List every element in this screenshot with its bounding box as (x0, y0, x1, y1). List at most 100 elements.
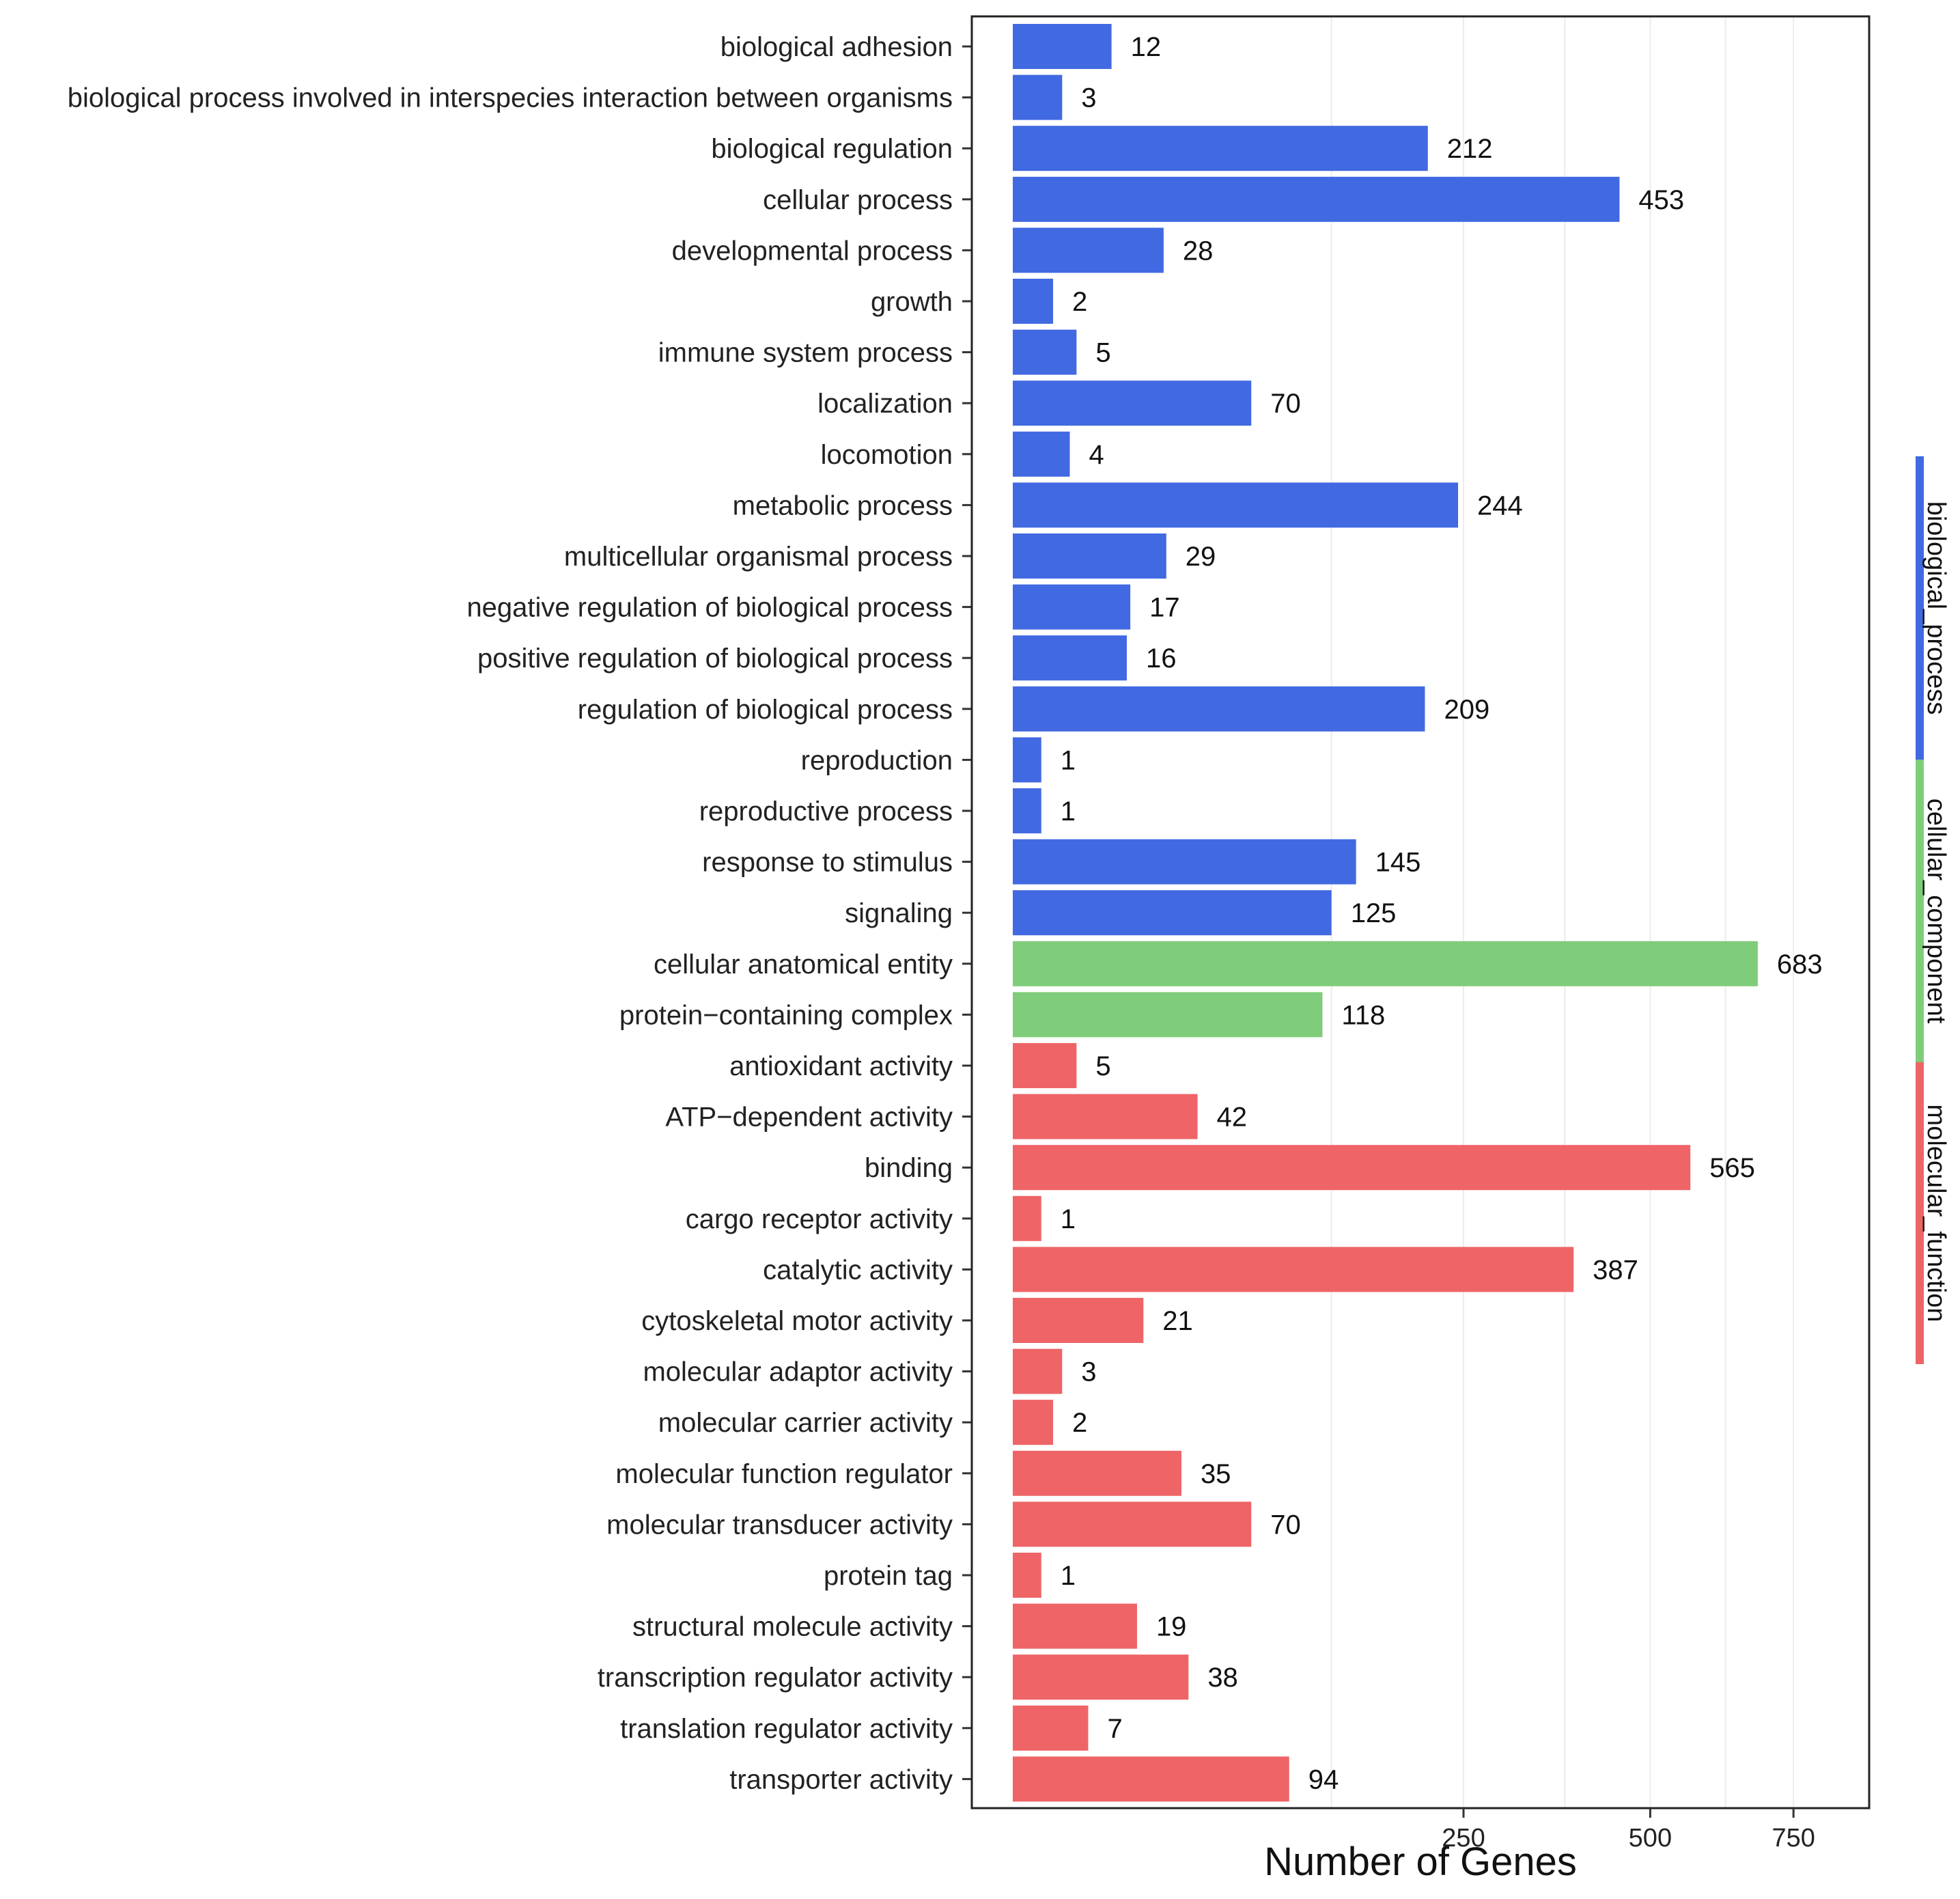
category-label: antioxidant activity (729, 1051, 953, 1081)
category-label: immune system process (658, 338, 953, 368)
bar (1013, 1756, 1289, 1802)
category-label: regulation of biological process (578, 695, 953, 725)
category-label: locomotion (821, 440, 953, 470)
bar (1013, 329, 1077, 375)
value-label: 3 (1081, 83, 1096, 113)
bar (1013, 1348, 1063, 1394)
value-label: 1 (1061, 1561, 1076, 1591)
value-label: 19 (1156, 1612, 1187, 1642)
category-label: response to stimulus (702, 848, 953, 878)
bar (1013, 584, 1131, 630)
bars (1013, 24, 1758, 1802)
value-label: 125 (1351, 898, 1397, 928)
legend-group-label: biological_process (1922, 501, 1950, 715)
value-label: 1 (1061, 745, 1076, 775)
category-label: transporter activity (729, 1764, 953, 1794)
category-label: molecular transducer activity (606, 1510, 953, 1540)
value-label: 35 (1201, 1459, 1231, 1489)
category-label: molecular function regulator (615, 1459, 953, 1489)
category-label: biological process involved in interspec… (68, 83, 953, 113)
category-labels: biological adhesion biological process in… (68, 32, 953, 1794)
category-label: protein−containing complex (619, 1000, 953, 1030)
category-label: translation regulator activity (620, 1714, 953, 1744)
bar (1013, 1603, 1137, 1649)
category-label: cargo receptor activity (686, 1204, 953, 1234)
value-label: 2 (1072, 1408, 1087, 1438)
category-label: signaling (845, 898, 953, 928)
x-axis-title: Number of Genes (1264, 1840, 1577, 1884)
category-label: transcription regulator activity (598, 1663, 953, 1693)
bar (1013, 686, 1425, 732)
value-label: 2 (1072, 287, 1087, 317)
x-tick-label: 250 (1442, 1824, 1485, 1853)
bar (1013, 74, 1063, 120)
category-label: growth (871, 287, 953, 317)
value-label: 683 (1777, 950, 1823, 980)
bar (1013, 533, 1166, 579)
bar (1013, 1501, 1252, 1547)
legend-group-label: cellular_component (1922, 799, 1950, 1024)
category-label: protein tag (824, 1561, 953, 1591)
value-label: 70 (1270, 1510, 1301, 1540)
bar (1013, 1298, 1144, 1343)
category-label: metabolic process (733, 490, 953, 521)
bar (1013, 24, 1112, 69)
bar (1013, 1705, 1089, 1751)
value-label: 145 (1375, 848, 1421, 878)
bar (1013, 1145, 1691, 1191)
x-tick-label: 500 (1629, 1824, 1672, 1853)
value-label: 12 (1131, 32, 1162, 62)
category-label: molecular adaptor activity (643, 1357, 953, 1387)
legend-color-bar (1916, 760, 1924, 1062)
value-label: 42 (1217, 1103, 1248, 1133)
category-label: positive regulation of biological proces… (477, 643, 953, 674)
value-label: 38 (1207, 1663, 1238, 1693)
category-label: ATP−dependent activity (665, 1103, 953, 1133)
bar (1013, 788, 1041, 833)
category-label: biological adhesion (720, 32, 953, 62)
bar (1013, 1195, 1041, 1241)
category-label: molecular carrier activity (658, 1408, 953, 1438)
category-label: reproductive process (699, 796, 953, 827)
value-label: 3 (1081, 1357, 1096, 1387)
category-label: localization (817, 389, 953, 419)
x-tick-label: 750 (1772, 1824, 1815, 1853)
bar (1013, 992, 1323, 1038)
legend-color-bar (1916, 1062, 1924, 1364)
bar (1013, 482, 1459, 528)
category-label: multicellular organismal process (564, 542, 953, 572)
value-label: 1 (1061, 796, 1076, 827)
bar (1013, 1654, 1189, 1700)
value-label: 244 (1477, 490, 1523, 521)
bar (1013, 1400, 1054, 1445)
legend-color-bar (1916, 456, 1924, 760)
value-label: 5 (1095, 338, 1110, 368)
grid-lines (1330, 16, 1795, 1808)
category-label: reproduction (801, 745, 953, 775)
group-legend: biological_process cellular_componentmole… (1916, 456, 1950, 1364)
bar (1013, 279, 1054, 324)
bar (1013, 126, 1428, 171)
plot-panel-border (970, 15, 1871, 1810)
bar (1013, 839, 1356, 885)
bar (1013, 635, 1127, 681)
value-label: 4 (1089, 440, 1104, 470)
bar (1013, 1553, 1041, 1598)
value-label: 17 (1149, 593, 1180, 623)
category-label: negative regulation of biological proces… (466, 593, 953, 623)
category-label: binding (865, 1153, 953, 1183)
category-label: biological regulation (711, 134, 953, 164)
axes: 250 500 750 (962, 15, 1871, 1853)
bar (1013, 1450, 1181, 1496)
value-label: 212 (1447, 134, 1493, 164)
value-label: 29 (1186, 542, 1216, 572)
bar (1013, 380, 1252, 426)
category-label: structural molecule activity (632, 1612, 953, 1642)
value-label: 16 (1146, 643, 1177, 674)
bar (1013, 890, 1332, 936)
bar (1013, 1094, 1198, 1139)
value-label: 28 (1183, 236, 1214, 266)
value-label: 94 (1308, 1764, 1339, 1794)
value-label: 70 (1270, 389, 1301, 419)
